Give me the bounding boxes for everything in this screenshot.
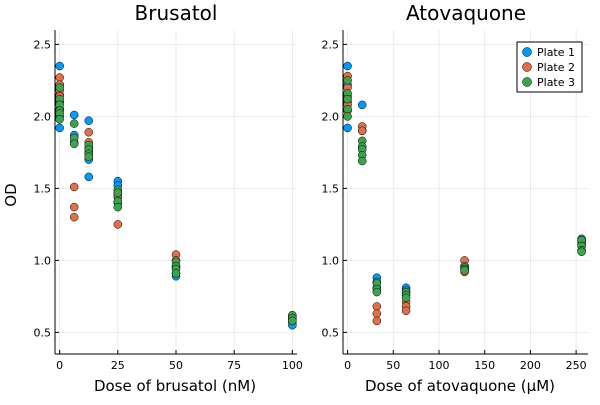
- legend-label-plate-3: Plate 3: [537, 76, 575, 89]
- atovaquone-y-tick-label: 1.0: [322, 254, 340, 267]
- brusatol-point-plate-2: [55, 73, 64, 82]
- atovaquone-x-tick-label: 100: [428, 359, 449, 372]
- brusatol-point-plate-3: [288, 316, 297, 326]
- legend-marker-plate-2: [522, 62, 532, 72]
- atovaquone-point-plate-2: [372, 302, 382, 311]
- legend-label-plate-2: Plate 2: [537, 61, 575, 74]
- legend: Plate 1 Plate 2 Plate 3: [516, 41, 583, 93]
- atovaquone-point-plate-1: [357, 100, 367, 110]
- atovaquone-point-plate-3: [343, 94, 352, 104]
- legend-marker-plate-1: [522, 47, 532, 57]
- atovaquone-x-tick-label: 50: [386, 359, 400, 372]
- brusatol-point-plate-3: [69, 119, 79, 128]
- brusatol-point-plate-3: [113, 188, 123, 197]
- brusatol-point-plate-2: [113, 220, 123, 229]
- brusatol-point-plate-1: [84, 172, 93, 182]
- brusatol-point-plate-3: [113, 202, 123, 212]
- atovaquone-point-plate-3: [577, 247, 586, 257]
- brusatol-point-plate-1: [55, 123, 64, 133]
- atovaquone-y-tick-label: 2.0: [322, 110, 340, 123]
- brusatol-panel: 0 25 50 75 100 0.5 1.0 1.5 2.0 2.5 Brusatol Dose …: [2, 1, 303, 395]
- atovaquone-panel: 0 50 100 150 200 250 0.5 1.0 1.5 2.0 2.5 Atovaquon…: [322, 1, 588, 395]
- brusatol-xlabel: Dose of brusatol (nM): [94, 377, 256, 395]
- atovaquone-y-tick-label: 1.5: [322, 182, 340, 195]
- atovaquone-y-tick-label: 0.5: [322, 326, 340, 339]
- atovaquone-title: Atovaquone: [406, 1, 526, 25]
- atovaquone-plot-area: 0 50 100 150 200 250 0.5 1.0 1.5 2.0 2.5: [322, 30, 588, 372]
- atovaquone-xlabel: Dose of atovaquone (μM): [365, 377, 555, 395]
- brusatol-point-plate-1: [55, 61, 64, 71]
- brusatol-x-tick-label: 50: [169, 359, 183, 372]
- atovaquone-x-tick-label: 250: [566, 359, 587, 372]
- brusatol-point-plate-3: [84, 152, 93, 161]
- atovaquone-point-plate-3: [343, 112, 352, 121]
- brusatol-point-plate-2: [84, 127, 93, 137]
- atovaquone-x-tick-label: 0: [344, 359, 351, 372]
- brusatol-y-tick-label: 1.0: [34, 254, 52, 267]
- legend-label-plate-1: Plate 1: [537, 46, 575, 59]
- brusatol-point-plate-3: [69, 139, 79, 149]
- legend-marker-plate-3: [522, 77, 532, 87]
- brusatol-x-tick-label: 25: [111, 359, 125, 372]
- atovaquone-point-plate-2: [357, 126, 367, 136]
- brusatol-x-tick-label: 0: [56, 359, 63, 372]
- atovaquone-point-plate-2: [401, 306, 411, 316]
- brusatol-y-tick-label: 0.5: [34, 326, 52, 339]
- atovaquone-point-plate-3: [357, 156, 367, 166]
- atovaquone-x-tick-label: 150: [474, 359, 495, 372]
- atovaquone-x-tick-label: 200: [520, 359, 541, 372]
- atovaquone-point-plate-1: [343, 61, 352, 71]
- atovaquone-point-plate-3: [460, 266, 469, 275]
- atovaquone-point-plate-3: [372, 287, 382, 297]
- atovaquone-point-plate-3: [343, 104, 352, 114]
- atovaquone-point-plate-3: [343, 76, 352, 85]
- brusatol-point-plate-2: [69, 212, 79, 222]
- brusatol-point-plate-3: [55, 83, 64, 92]
- brusatol-point-plate-3: [55, 115, 64, 124]
- atovaquone-point-plate-2: [372, 309, 382, 318]
- brusatol-plot-area: 0 25 50 75 100 0.5 1.0 1.5 2.0 2.5: [34, 30, 303, 372]
- brusatol-point-plate-3: [171, 269, 181, 278]
- brusatol-point-plate-2: [69, 182, 79, 192]
- brusatol-y-tick-label: 2.5: [34, 38, 52, 51]
- brusatol-y-tick-label: 1.5: [34, 182, 52, 195]
- brusatol-point-plate-1: [69, 110, 79, 120]
- atovaquone-point-plate-2: [372, 316, 382, 326]
- atovaquone-point-plate-3: [401, 293, 411, 303]
- brusatol-y-tick-label: 2.0: [34, 110, 52, 123]
- brusatol-point-plate-1: [84, 116, 93, 125]
- brusatol-ylabel: OD: [2, 183, 20, 206]
- brusatol-x-tick-label: 75: [227, 359, 241, 372]
- atovaquone-y-tick-label: 2.5: [322, 38, 340, 51]
- brusatol-title: Brusatol: [135, 1, 218, 25]
- brusatol-x-tick-label: 100: [282, 359, 303, 372]
- atovaquone-point-plate-1: [343, 123, 352, 133]
- brusatol-point-plate-2: [69, 202, 79, 212]
